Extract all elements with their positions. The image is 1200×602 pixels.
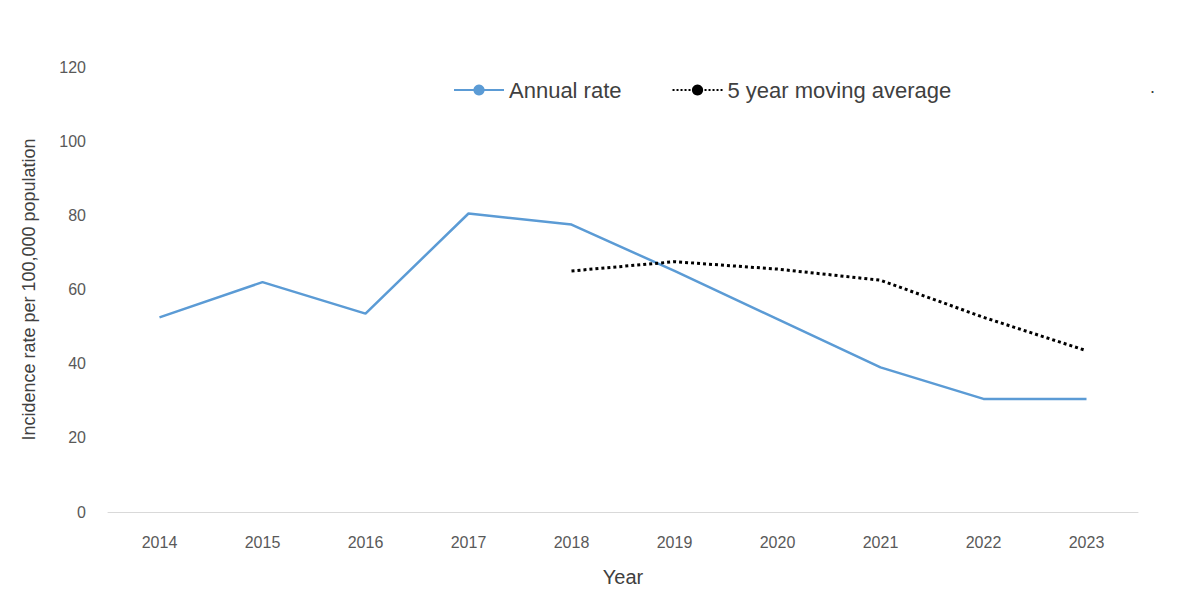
svg-text:2021: 2021 — [863, 534, 899, 551]
svg-text:2015: 2015 — [245, 534, 281, 551]
svg-text:20: 20 — [68, 429, 86, 446]
svg-text:2017: 2017 — [451, 534, 487, 551]
svg-text:40: 40 — [68, 355, 86, 372]
svg-text:Incidence rate per 100,000 pop: Incidence rate per 100,000 population — [19, 138, 39, 440]
svg-text:2019: 2019 — [657, 534, 693, 551]
svg-text:.: . — [1150, 77, 1155, 97]
svg-text:2016: 2016 — [348, 534, 384, 551]
svg-text:Year: Year — [603, 566, 644, 588]
svg-text:100: 100 — [59, 133, 86, 150]
svg-text:2014: 2014 — [142, 534, 178, 551]
svg-text:0: 0 — [77, 504, 86, 521]
svg-text:80: 80 — [68, 207, 86, 224]
svg-text:2020: 2020 — [760, 534, 796, 551]
svg-text:Annual rate: Annual rate — [509, 78, 622, 103]
svg-text:120: 120 — [59, 59, 86, 76]
svg-text:5 year moving average: 5 year moving average — [728, 78, 952, 103]
svg-text:2022: 2022 — [966, 534, 1002, 551]
svg-text:60: 60 — [68, 281, 86, 298]
svg-text:2018: 2018 — [554, 534, 590, 551]
svg-text:2023: 2023 — [1069, 534, 1105, 551]
